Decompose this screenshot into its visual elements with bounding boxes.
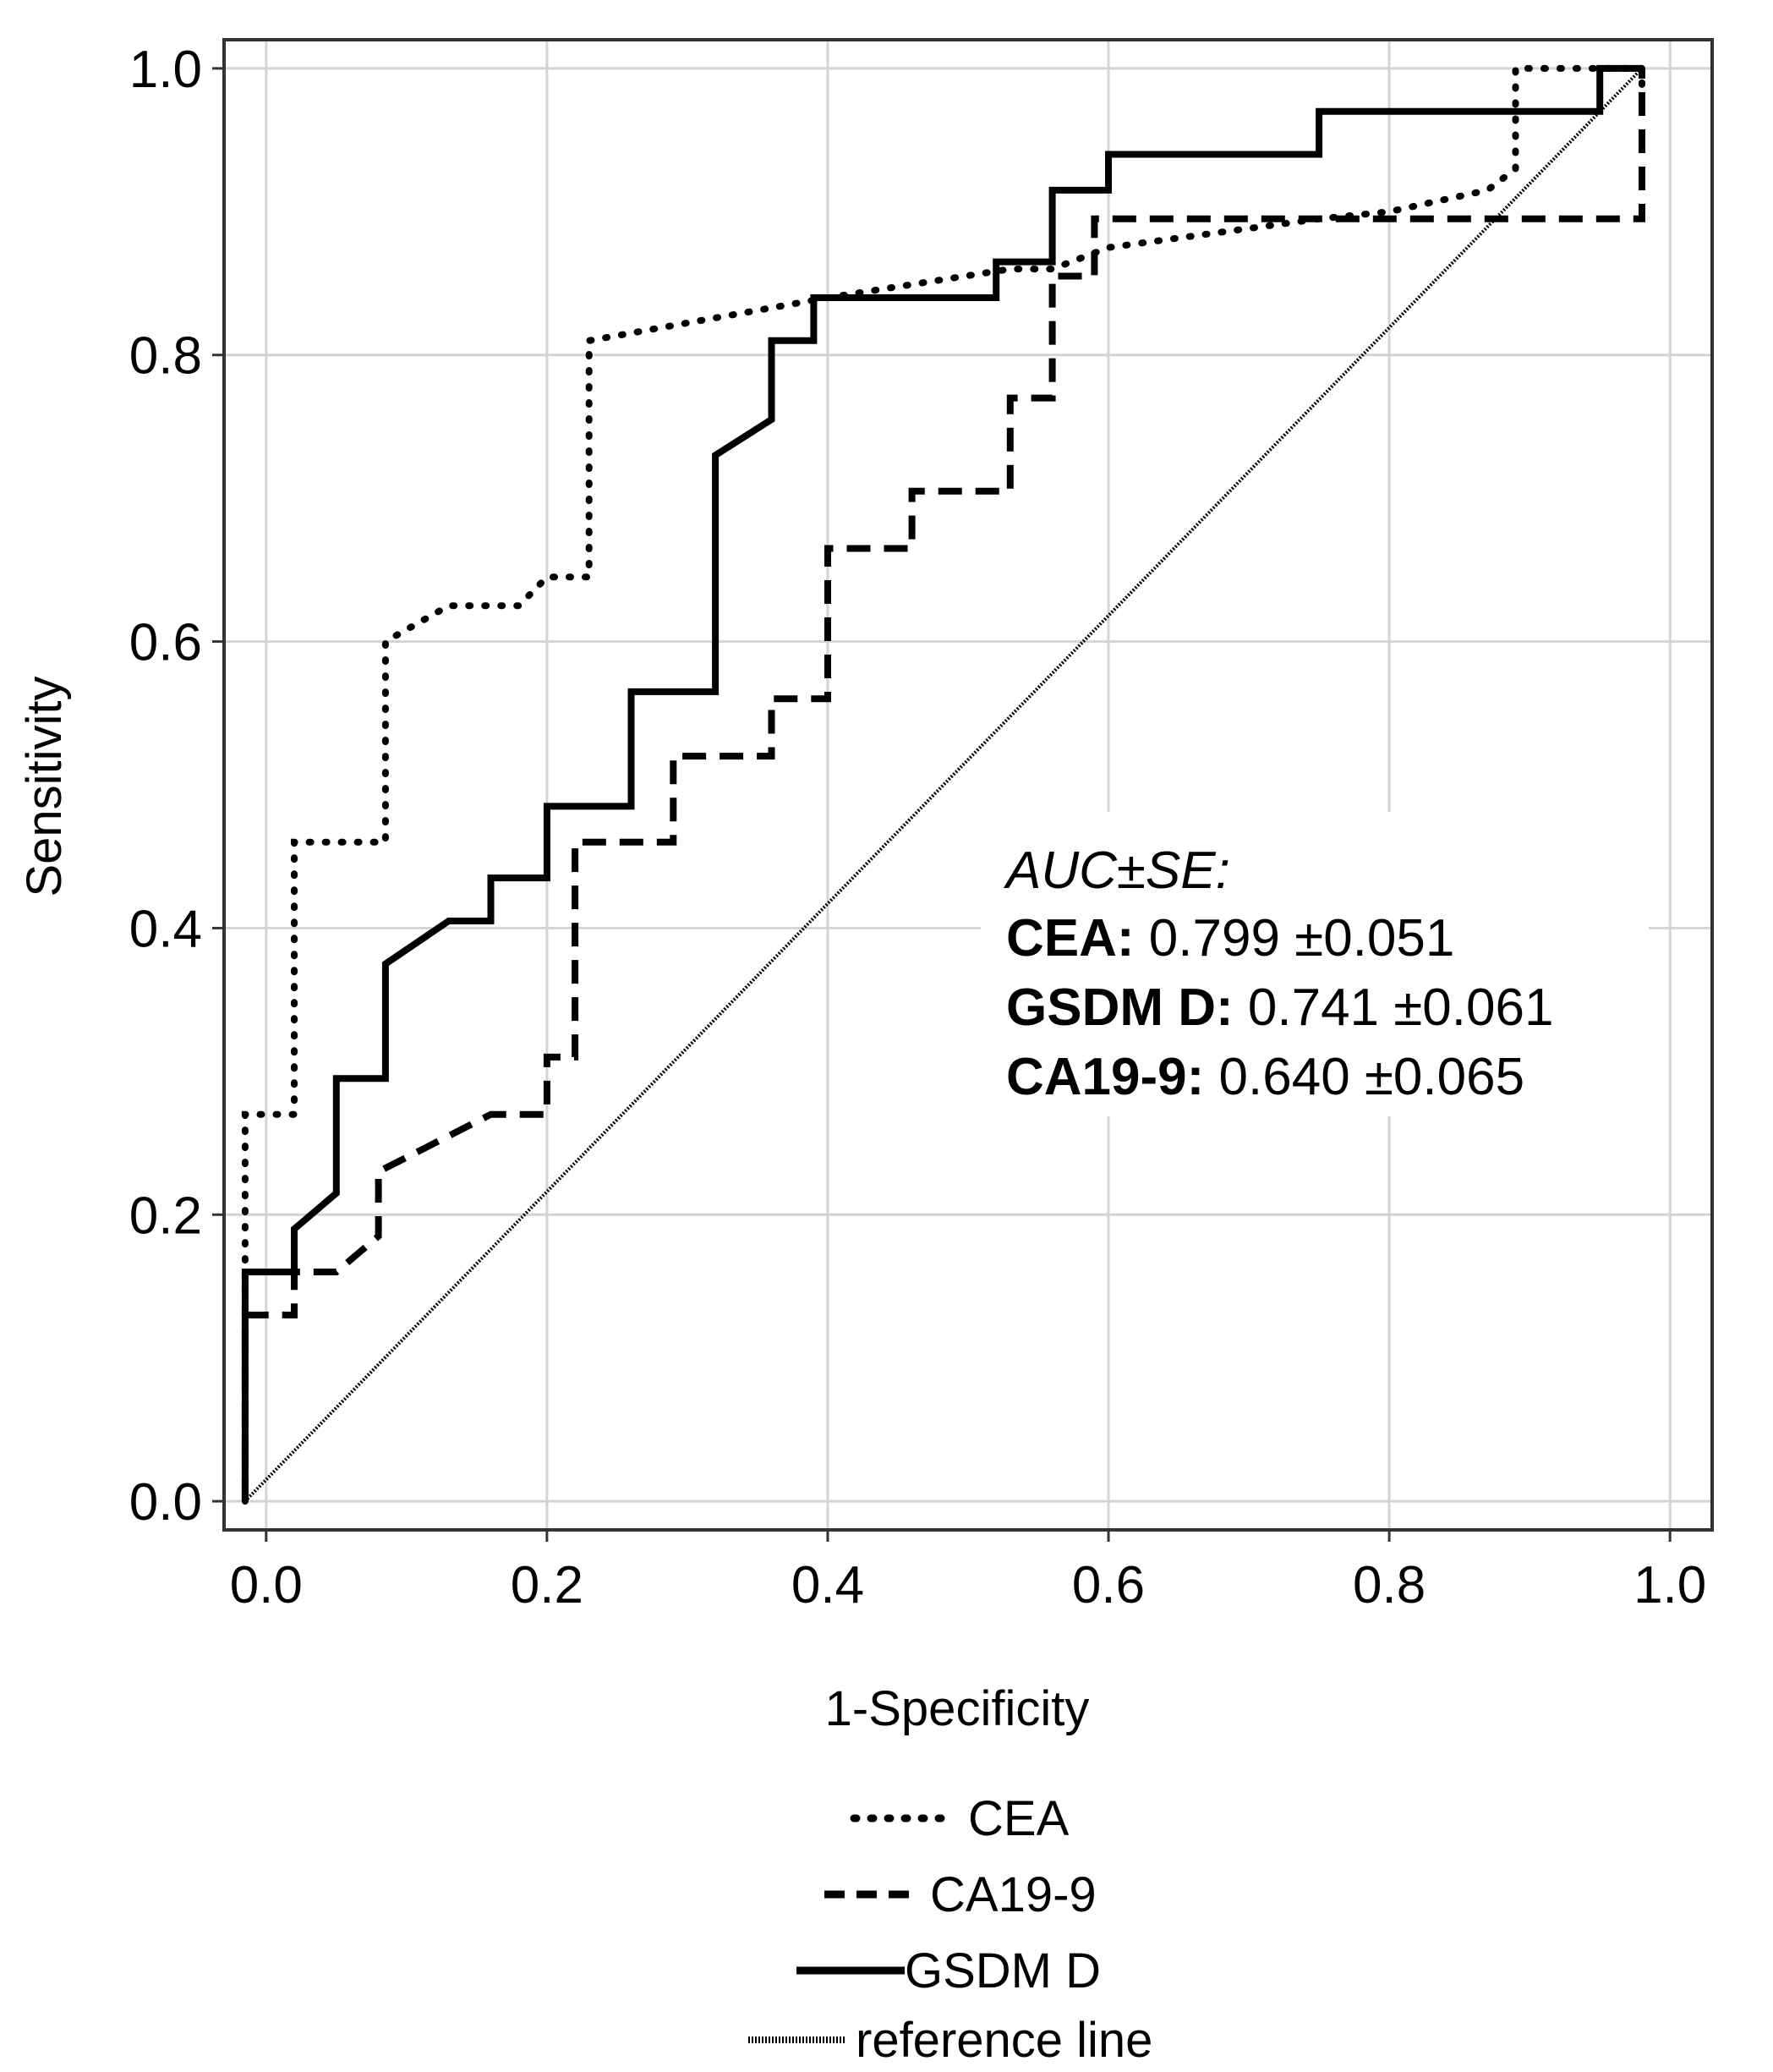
y-tick-label-4: 0.8 xyxy=(129,327,202,386)
x-axis-title: 1-Specificity xyxy=(825,1681,1090,1736)
annotation-value: 0.741 ±0.061 xyxy=(1248,978,1554,1037)
x-tick-label-3: 0.6 xyxy=(1072,1556,1145,1614)
annotation-label: CEA: xyxy=(1006,909,1135,967)
annotation-row-ca199: CA19-9: 0.640 ±0.065 xyxy=(1006,1048,1524,1106)
series-line-gsdm-d xyxy=(241,64,1642,1502)
annotation-row-gsdmd: GSDM D: 0.741 ±0.061 xyxy=(1006,978,1553,1037)
annotation-backdrop xyxy=(981,812,1649,1116)
auc-annotation: AUC±SE: CEA: 0.799 ±0.051 GSDM D: 0.741 … xyxy=(981,812,1649,1116)
legend: CEA CA19-9 GSDM D reference line xyxy=(748,1791,1152,2068)
series-line-cea xyxy=(241,64,1645,1505)
x-tick-label-5: 1.0 xyxy=(1633,1556,1706,1614)
x-tick-label-1: 0.2 xyxy=(511,1556,583,1614)
y-tick-label-5: 1.0 xyxy=(129,41,202,99)
y-axis-ticks: 0.0 0.2 0.4 0.6 0.8 1.0 xyxy=(129,41,224,1532)
plot-frame xyxy=(222,38,1714,1532)
y-tick-label-2: 0.4 xyxy=(129,900,202,958)
annotation-row-cea: CEA: 0.799 ±0.051 xyxy=(1006,909,1454,967)
series-lines xyxy=(241,64,1645,1505)
y-tick-label-0: 0.0 xyxy=(129,1473,202,1532)
y-tick-label-3: 0.6 xyxy=(129,614,202,672)
legend-label-gsdmd: GSDM D xyxy=(905,1943,1101,1998)
y-axis-title: Sensitivity xyxy=(17,676,72,896)
series-line-ca19-9 xyxy=(241,68,1645,1502)
y-tick-label-1: 0.2 xyxy=(129,1187,202,1245)
x-tick-label-2: 0.4 xyxy=(791,1556,864,1614)
annotation-label: GSDM D: xyxy=(1006,978,1234,1037)
legend-label-reference: reference line xyxy=(856,2013,1152,2068)
annotation-heading: AUC±SE: xyxy=(1003,841,1230,900)
legend-label-ca199: CA19-9 xyxy=(930,1867,1097,1922)
annotation-label: CA19-9: xyxy=(1006,1048,1204,1106)
annotation-value: 0.799 ±0.051 xyxy=(1149,909,1455,967)
gridlines xyxy=(224,40,1712,1530)
annotation-value: 0.640 ±0.065 xyxy=(1219,1048,1525,1106)
x-axis-ticks: 0.0 0.2 0.4 0.6 0.8 1.0 xyxy=(230,1530,1706,1614)
legend-label-cea: CEA xyxy=(968,1791,1070,1846)
x-tick-label-4: 0.8 xyxy=(1353,1556,1426,1614)
x-tick-label-0: 0.0 xyxy=(230,1556,303,1614)
